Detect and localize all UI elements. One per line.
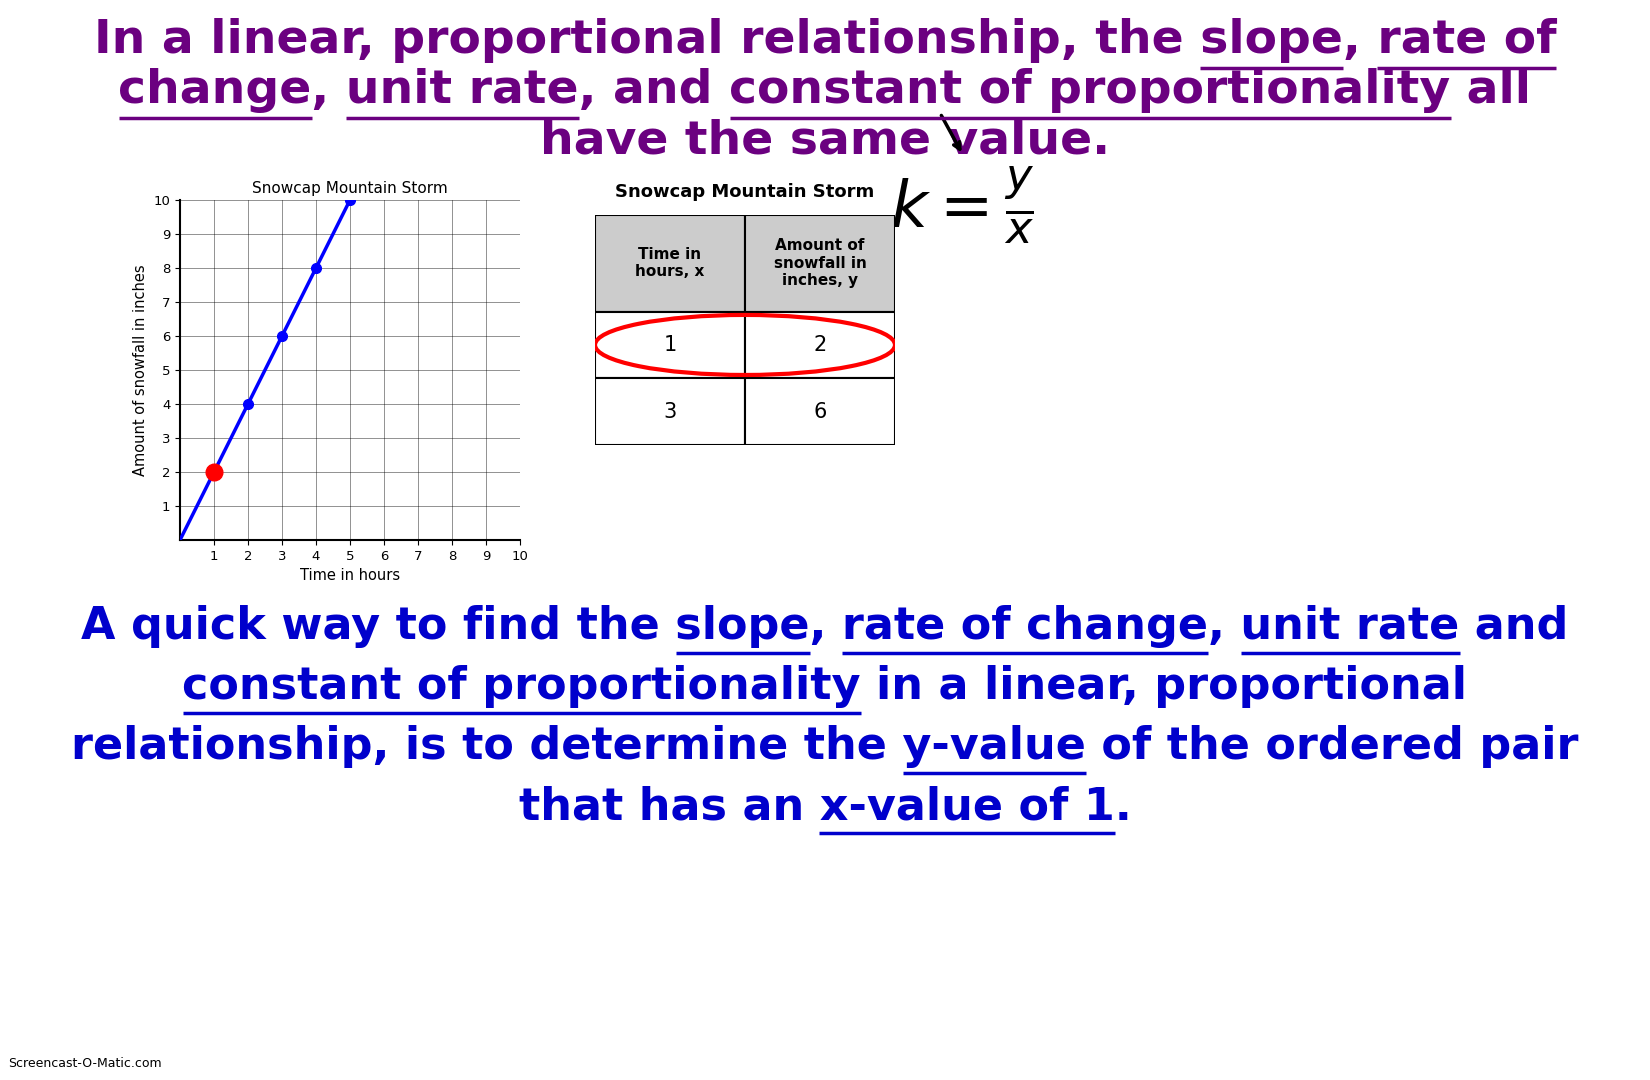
- Bar: [596, 378, 746, 445]
- Text: A quick way to find the slope, rate of change, unit rate and: A quick way to find the slope, rate of c…: [81, 605, 1569, 648]
- Text: 2: 2: [813, 335, 827, 355]
- Bar: [746, 312, 894, 378]
- Bar: [746, 378, 894, 445]
- Bar: [746, 215, 894, 312]
- X-axis label: Time in hours: Time in hours: [300, 568, 399, 583]
- Bar: [596, 312, 746, 378]
- Text: that has an x-value of 1.: that has an x-value of 1.: [518, 785, 1132, 828]
- Text: Time in
hours, x: Time in hours, x: [635, 247, 705, 280]
- Text: 1: 1: [663, 335, 676, 355]
- Bar: [596, 215, 746, 312]
- Text: have the same value.: have the same value.: [540, 118, 1110, 163]
- Text: $\mathit{k}=\frac{\mathit{y}}{\mathit{x}}$: $\mathit{k}=\frac{\mathit{y}}{\mathit{x}…: [889, 163, 1035, 246]
- Text: In a linear, proportional relationship, the slope, rate of: In a linear, proportional relationship, …: [94, 18, 1556, 63]
- Text: change, unit rate, and constant of proportionality all: change, unit rate, and constant of propo…: [119, 68, 1531, 113]
- Title: Snowcap Mountain Storm: Snowcap Mountain Storm: [252, 181, 447, 197]
- Y-axis label: Amount of snowfall in inches: Amount of snowfall in inches: [134, 265, 148, 476]
- Text: constant of proportionality in a linear, proportional: constant of proportionality in a linear,…: [183, 665, 1467, 708]
- Text: Amount of
snowfall in
inches, y: Amount of snowfall in inches, y: [774, 239, 866, 288]
- Text: relationship, is to determine the y-value of the ordered pair: relationship, is to determine the y-valu…: [71, 725, 1579, 768]
- Text: 3: 3: [663, 402, 676, 421]
- Text: Screencast-O-Matic.com: Screencast-O-Matic.com: [8, 1057, 162, 1070]
- Text: 6: 6: [813, 402, 827, 421]
- Text: Snowcap Mountain Storm: Snowcap Mountain Storm: [615, 184, 875, 201]
